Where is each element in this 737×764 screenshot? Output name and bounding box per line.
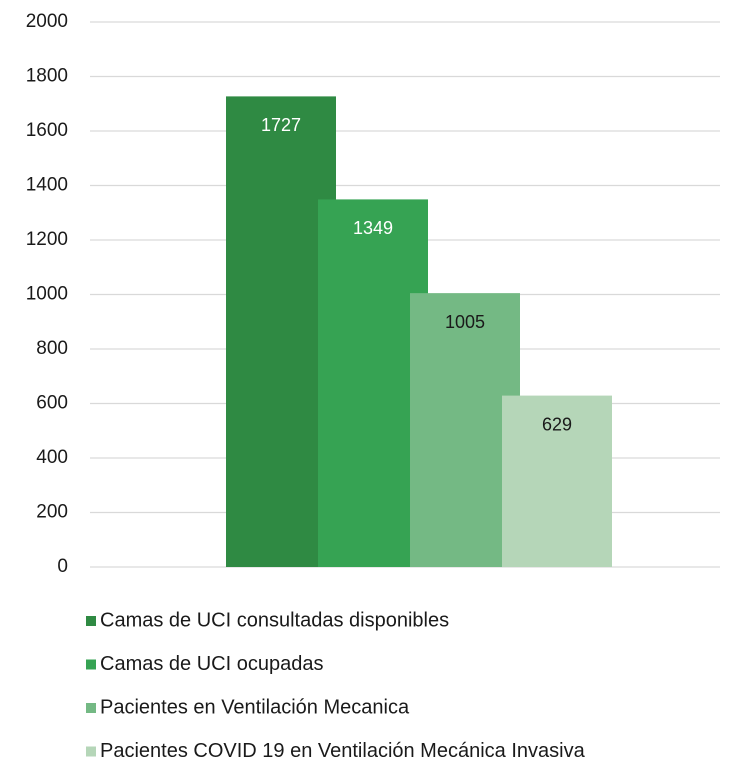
legend-label: Camas de UCI ocupadas xyxy=(100,653,323,675)
bar xyxy=(410,293,520,567)
y-tick-label: 800 xyxy=(36,338,68,359)
y-tick-label: 200 xyxy=(36,502,68,523)
y-tick-label: 600 xyxy=(36,393,68,414)
y-tick-label: 1800 xyxy=(26,66,68,87)
legend: Camas de UCI consultadas disponibles Cama… xyxy=(86,609,586,762)
legend-swatch xyxy=(86,659,96,670)
y-tick-label: 1200 xyxy=(26,229,68,250)
data-label: 1727 xyxy=(261,115,301,135)
bar xyxy=(226,96,336,567)
data-label: 1349 xyxy=(353,218,393,238)
legend-swatch xyxy=(86,616,96,626)
legend-swatch xyxy=(86,746,96,757)
legend-label: Camas de UCI consultadas disponibles xyxy=(100,609,449,631)
y-tick-label: 1000 xyxy=(26,284,68,305)
bar xyxy=(502,395,612,567)
y-tick-label: 400 xyxy=(36,447,68,468)
legend-label: Pacientes en Ventilación Mecanica xyxy=(100,696,410,718)
bar xyxy=(318,199,428,567)
data-label: 1005 xyxy=(445,312,485,332)
y-tick-label: 1400 xyxy=(26,175,68,196)
legend-swatch xyxy=(86,703,96,713)
y-tick-label: 1600 xyxy=(26,120,68,141)
y-tick-label: 0 xyxy=(57,556,68,577)
y-tick-label: 2000 xyxy=(26,11,68,32)
data-label: 629 xyxy=(542,414,572,434)
legend-label: Pacientes COVID 19 en Ventilación Mecáni… xyxy=(100,740,586,762)
